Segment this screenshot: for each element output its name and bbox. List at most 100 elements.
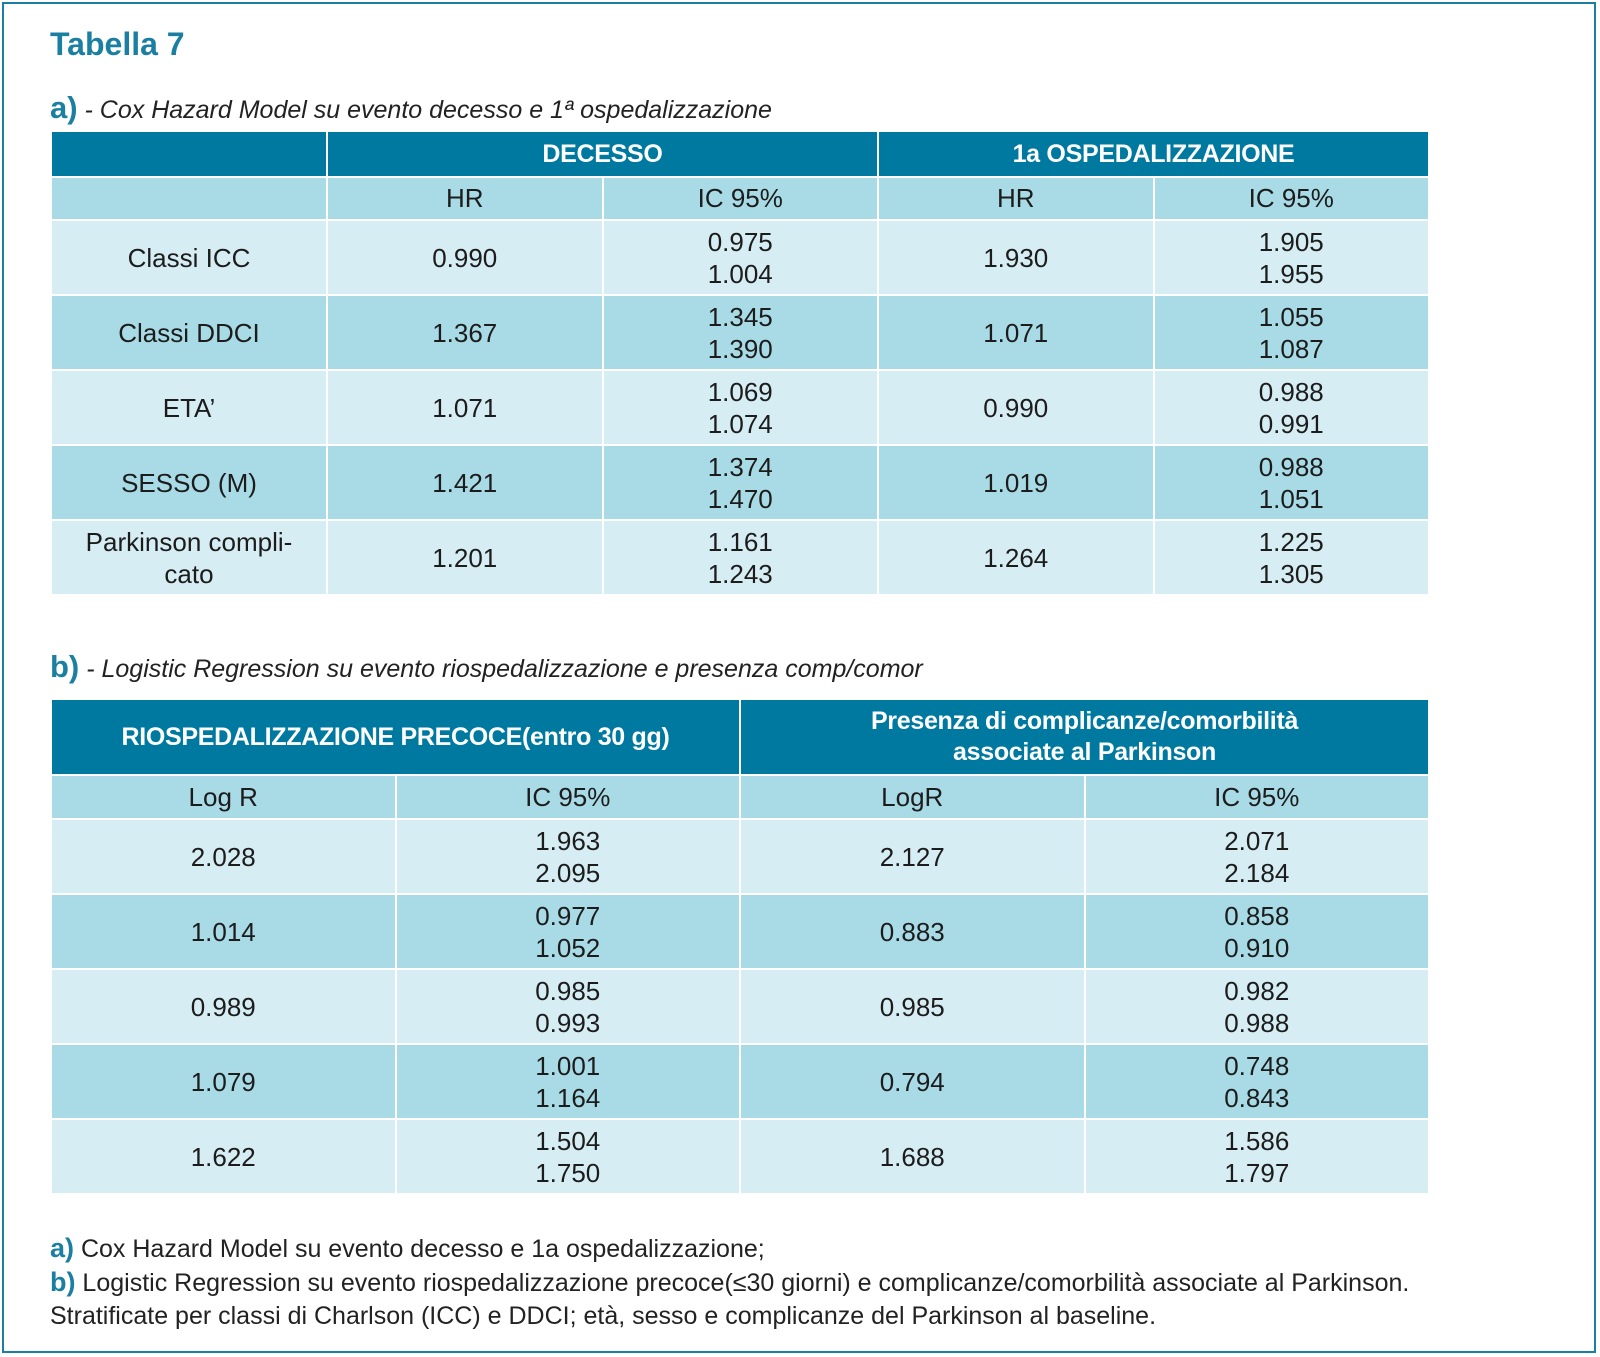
row-label: Classi ICC — [50, 219, 328, 296]
header-ic-decesso: IC 95% — [601, 176, 879, 221]
table-row: 1.014 0.977 1.052 0.883 0.858 0.910 — [50, 893, 1431, 970]
ic-high: 1.390 — [707, 333, 773, 364]
ic-low: 1.055 — [1258, 301, 1324, 332]
ic-low: 1.963 — [535, 825, 601, 856]
table-a-group-header-row: DECESSO 1a OSPEDALIZZAZIONE — [50, 130, 1430, 178]
ic-low: 0.975 — [707, 226, 773, 257]
ic-high: 1.305 — [1258, 558, 1324, 589]
table-b-sub-header-row: Log R IC 95% LogR IC 95% — [50, 774, 1431, 820]
header-logr-compl: LogR — [739, 774, 1086, 820]
hr-value: 1.071 — [877, 294, 1155, 371]
header-hr-decesso: HR — [326, 176, 604, 221]
ic-low: 1.069 — [707, 376, 773, 407]
ic-low: 1.225 — [1258, 526, 1324, 557]
logr-value: 0.985 — [739, 968, 1086, 1045]
ic-range: 1.069 1.074 — [601, 369, 879, 446]
ic-range: 0.988 0.991 — [1152, 369, 1430, 446]
ic-range: 1.161 1.243 — [601, 519, 879, 596]
section-a-caption: a) - Cox Hazard Model su evento decesso … — [50, 90, 772, 126]
section-a-caption-text: - Cox Hazard Model su evento decesso e 1… — [77, 96, 772, 124]
hr-value: 1.019 — [877, 444, 1155, 521]
table-row: Parkinson compli-cato 1.201 1.161 1.243 1… — [50, 519, 1430, 596]
ic-low: 0.988 — [1258, 451, 1324, 482]
logr-value: 1.079 — [50, 1043, 397, 1120]
ic-low: 0.985 — [535, 975, 601, 1006]
ic-range: 0.988 1.051 — [1152, 444, 1430, 521]
table-row: ETA’ 1.071 1.069 1.074 0.990 0.988 0.991 — [50, 369, 1430, 446]
ic-low: 1.161 — [707, 526, 773, 557]
ic-high: 1.470 — [707, 483, 773, 514]
note-b: b) Logistic Regression su evento riosped… — [50, 1266, 1590, 1300]
note-b-text: Logistic Regression su evento riospedali… — [75, 1269, 1410, 1297]
row-label: ETA’ — [50, 369, 328, 446]
ic-low: 1.504 — [535, 1125, 601, 1156]
logistic-regression-table: RIOSPEDALIZZAZIONE PRECOCE(entro 30 gg) … — [50, 698, 1431, 1195]
ic-range: 0.975 1.004 — [601, 219, 879, 296]
table-row: 1.622 1.504 1.750 1.688 1.586 1.797 — [50, 1118, 1431, 1195]
ic-range: 1.374 1.470 — [601, 444, 879, 521]
row-label-line: cato — [164, 558, 214, 589]
logr-value: 2.028 — [50, 818, 397, 895]
table-row: 1.079 1.001 1.164 0.794 0.748 0.843 — [50, 1043, 1431, 1120]
hr-value: 1.201 — [326, 519, 604, 596]
ic-high: 0.991 — [1258, 408, 1324, 439]
ic-high: 1.052 — [535, 932, 601, 963]
ic-low: 1.374 — [707, 451, 773, 482]
ic-high: 1.955 — [1258, 258, 1324, 289]
ic-high: 1.004 — [707, 258, 773, 289]
ic-low: 2.071 — [1224, 825, 1290, 856]
ic-low: 0.977 — [535, 900, 601, 931]
ic-high: 1.750 — [535, 1157, 601, 1188]
ic-range: 1.905 1.955 — [1152, 219, 1430, 296]
section-b-key: b) — [50, 649, 80, 684]
note-b-key: b) — [50, 1267, 76, 1297]
note-c: Stratificate per classi di Charlson (ICC… — [50, 1302, 1157, 1330]
logr-value: 0.883 — [739, 893, 1086, 970]
ic-range: 1.225 1.305 — [1152, 519, 1430, 596]
ic-high: 1.243 — [707, 558, 773, 589]
logr-value: 2.127 — [739, 818, 1086, 895]
logr-value: 1.014 — [50, 893, 397, 970]
row-label: Parkinson compli-cato — [50, 519, 328, 596]
figure-title: Tabella 7 — [50, 26, 185, 62]
table-row: Classi ICC 0.990 0.975 1.004 1.930 1.905 1… — [50, 219, 1430, 296]
ic-high: 1.797 — [1224, 1157, 1290, 1188]
hr-value: 1.071 — [326, 369, 604, 446]
note-a: a) Cox Hazard Model su evento decesso e … — [50, 1232, 1590, 1266]
ic-high: 1.087 — [1258, 333, 1324, 364]
table-row: Classi DDCI 1.367 1.345 1.390 1.071 1.055… — [50, 294, 1430, 371]
ic-high: 1.164 — [535, 1082, 601, 1113]
ic-range: 1.001 1.164 — [394, 1043, 741, 1120]
table-b-group-header-row: RIOSPEDALIZZAZIONE PRECOCE(entro 30 gg) … — [50, 698, 1431, 776]
note-a-text: Cox Hazard Model su evento decesso e 1a … — [74, 1235, 765, 1263]
header-riospedalizzazione: RIOSPEDALIZZAZIONE PRECOCE(entro 30 gg) — [50, 698, 741, 776]
ic-high: 0.843 — [1224, 1082, 1290, 1113]
header-ic-riosp: IC 95% — [394, 774, 741, 820]
ic-range: 0.982 0.988 — [1083, 968, 1431, 1045]
ic-range: 0.858 0.910 — [1083, 893, 1431, 970]
logr-value: 1.622 — [50, 1118, 397, 1195]
hr-value: 1.930 — [877, 219, 1155, 296]
hr-value: 1.367 — [326, 294, 604, 371]
ic-high: 0.993 — [535, 1007, 601, 1038]
header-ic-compl: IC 95% — [1083, 774, 1431, 820]
row-label: Classi DDCI — [50, 294, 328, 371]
table-a-sub-header-blank — [50, 176, 328, 221]
logr-value: 0.989 — [50, 968, 397, 1045]
logr-value: 0.794 — [739, 1043, 1086, 1120]
ic-range: 2.071 2.184 — [1083, 818, 1431, 895]
cox-hazard-table: DECESSO 1a OSPEDALIZZAZIONE HR IC 95% HR… — [50, 130, 1430, 596]
table-row: 2.028 1.963 2.095 2.127 2.071 2.184 — [50, 818, 1431, 895]
ic-low: 1.905 — [1258, 226, 1324, 257]
header-hr-ospedalizzazione: HR — [877, 176, 1155, 221]
header-complicanze-line: Presenza di complicanze/comorbilità — [870, 707, 1299, 735]
ic-low: 1.586 — [1224, 1125, 1290, 1156]
ic-range: 1.586 1.797 — [1083, 1118, 1431, 1195]
ic-high: 2.184 — [1224, 857, 1290, 888]
header-ospedalizzazione: 1a OSPEDALIZZAZIONE — [877, 130, 1430, 178]
logr-value: 1.688 — [739, 1118, 1086, 1195]
section-b-caption: b) - Logistic Regression su evento riosp… — [50, 649, 923, 685]
ic-high: 0.988 — [1224, 1007, 1290, 1038]
table-row: 0.989 0.985 0.993 0.985 0.982 0.988 — [50, 968, 1431, 1045]
ic-range: 0.977 1.052 — [394, 893, 741, 970]
